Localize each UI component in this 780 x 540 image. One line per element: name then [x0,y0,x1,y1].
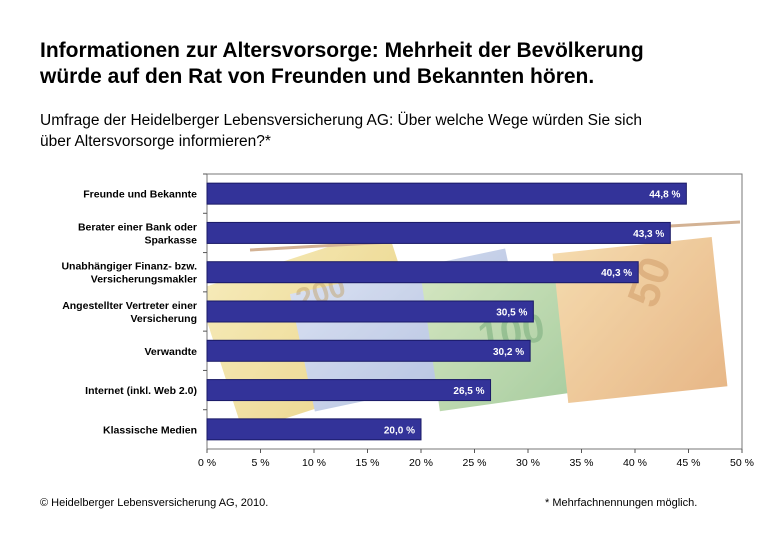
x-axis: 0 % 5 % 10 % 15 % 20 % 25 % 30 % 35 % 40 % 45 % 50… [198,173,754,469]
bar-chart: 100 50 200 44,8 %43,3 %40,3 %30,5 %30,2 … [61,173,754,469]
x-tick-label: 30 % [516,457,540,469]
category-label: Berater einer Bank oder [78,221,197,233]
bar-value-label: 30,2 % [493,347,524,358]
bar-value-label: 44,8 % [649,190,680,201]
x-tick-label: 50 % [730,457,754,469]
category-label: Klassische Medien [103,424,197,436]
x-tick-label: 20 % [409,457,433,469]
bar-value-label: 40,3 % [601,268,632,279]
category-label: Versicherung [130,313,197,325]
bar [206,261,639,284]
bar [206,221,671,244]
x-tick-label: 40 % [623,457,647,469]
category-label: Angestellter Vertreter einer [62,300,197,312]
x-tick-label: 35 % [570,457,594,469]
subtitle-line-1: Umfrage der Heidelberger Lebensversicher… [40,112,642,129]
footer-copyright: © Heidelberger Lebensversicherung AG, 20… [40,497,269,509]
category-label: Freunde und Bekannte [83,189,197,201]
category-label: Verwandte [144,346,197,358]
bar [206,300,534,323]
bar [206,339,531,362]
x-tick-label: 25 % [463,457,487,469]
x-tick-label: 15 % [356,457,380,469]
bar [206,418,422,441]
bar [206,182,687,205]
x-tick-label: 10 % [302,457,326,469]
subtitle-line-2: über Altersvorsorge informieren?* [40,133,271,150]
footer-footnote: * Mehrfachnennungen möglich. [545,497,698,509]
bar-value-label: 30,5 % [496,308,527,319]
category-label: Internet (inkl. Web 2.0) [85,385,197,397]
bars-group: 44,8 % 43,3 % 40,3 % 30,5 % 30,2 % 26,5 % 20,0… [206,182,687,441]
x-tick-label: 45 % [677,457,701,469]
x-tick-label: 0 % [198,457,216,469]
chart-title: Informationen zur Altersvorsorge: Mehrhe… [40,38,760,90]
bar [206,379,492,402]
bar-value-label: 43,3 % [633,229,664,240]
x-tick-label: 5 % [251,457,269,469]
title-line-1: Informationen zur Altersvorsorge: Mehrhe… [40,39,644,62]
category-label: Sparkasse [144,234,197,246]
category-label: Versicherungsmakler [91,274,197,286]
bar-value-label: 20,0 % [384,425,415,436]
chart-subtitle: Umfrage der Heidelberger Lebensversicher… [40,110,760,152]
bar-value-label: 26,5 % [453,386,484,397]
category-label: Unabhängiger Finanz- bzw. [61,261,197,273]
title-line-2: würde auf den Rat von Freunden und Bekan… [40,65,595,88]
category-labels: Freunde und Bekannte Berater einer Bank o… [61,189,197,437]
